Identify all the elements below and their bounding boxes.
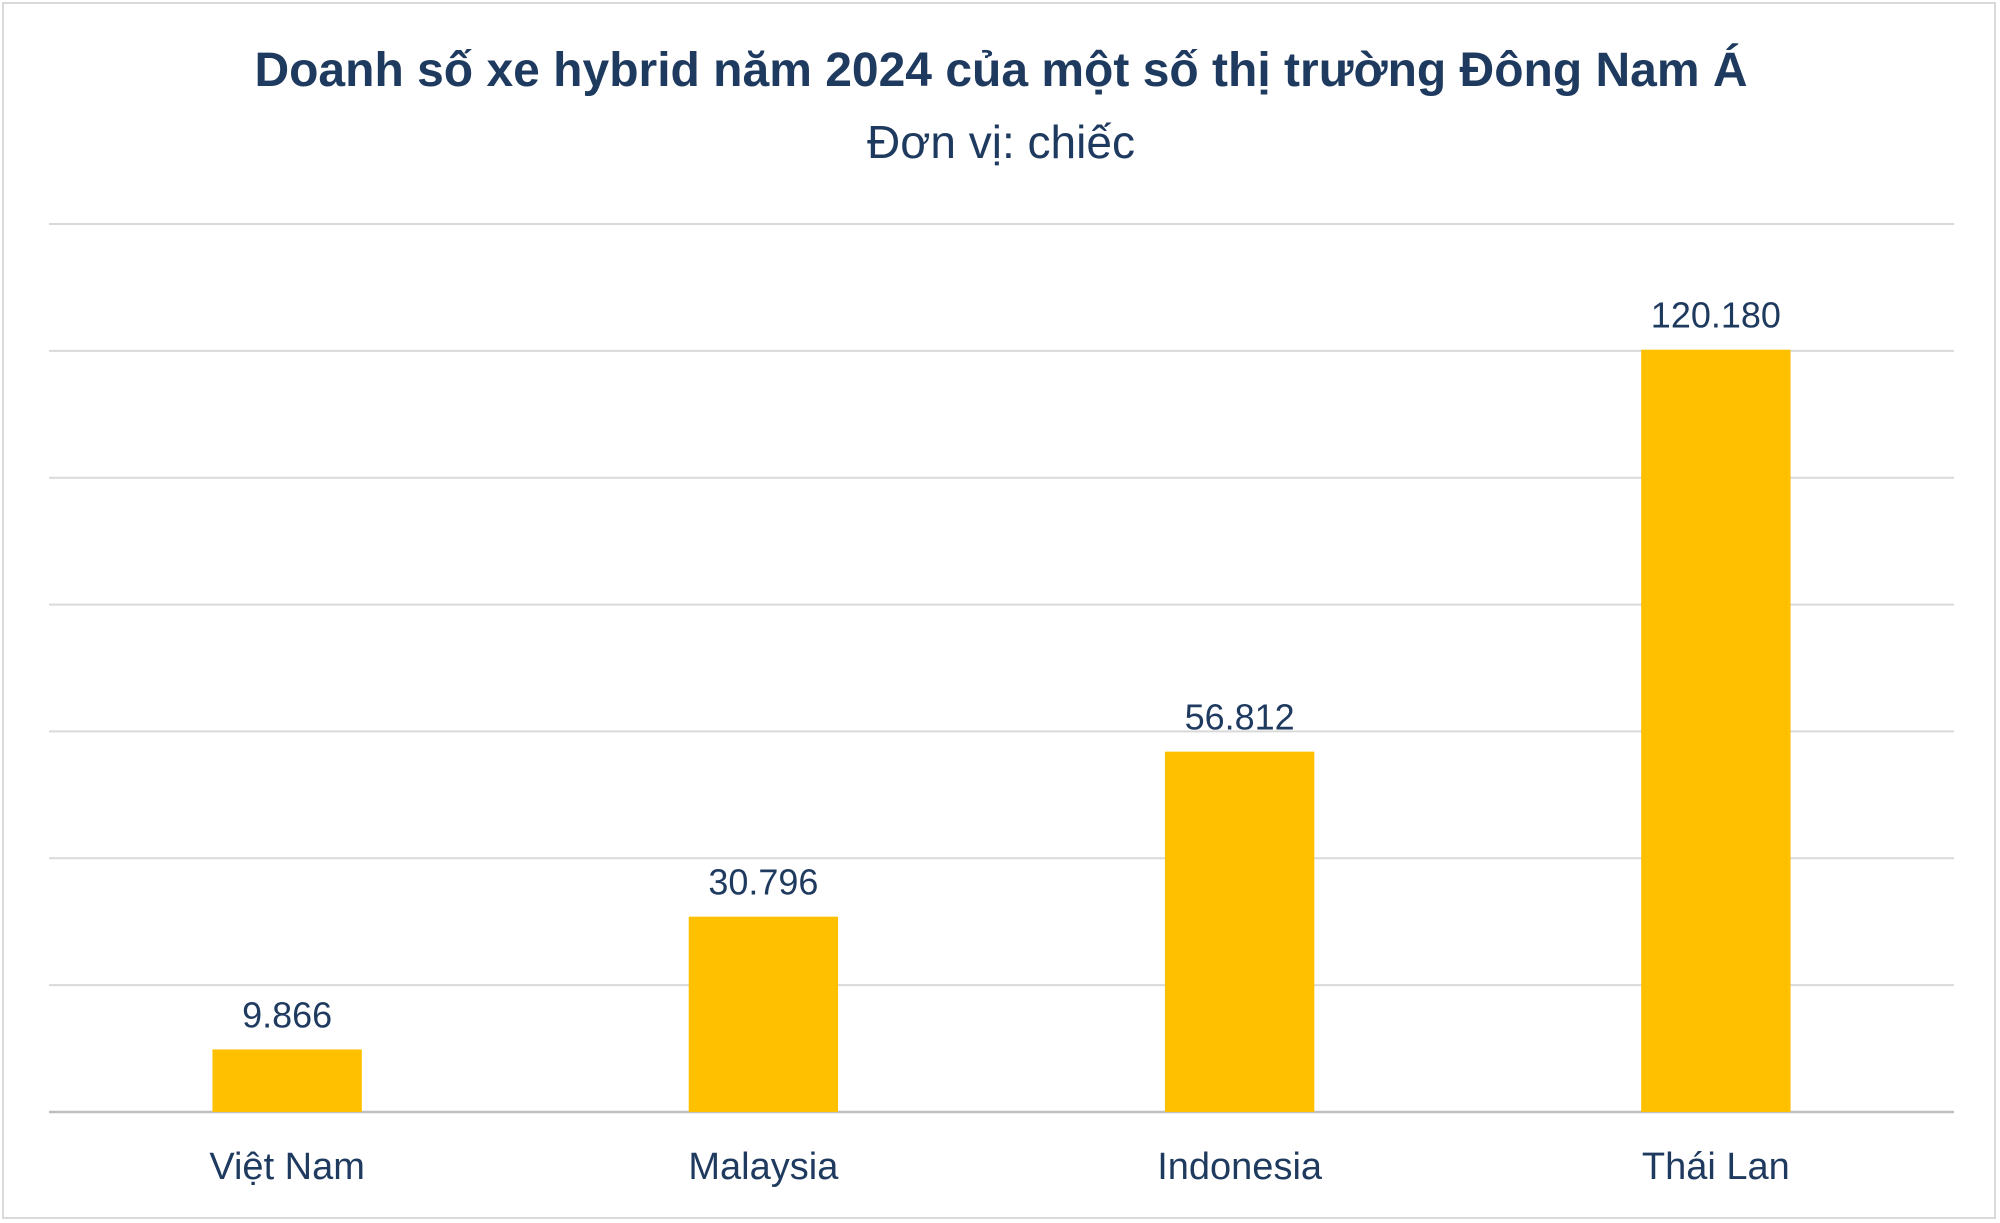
- bar: [688, 916, 839, 1112]
- data-labels: 9.866 30.796 56.812 120.180: [242, 295, 1781, 1036]
- chart-title: Doanh số xe hybrid năm 2024 của một số t…: [254, 43, 1747, 97]
- data-label: 30.796: [708, 862, 818, 903]
- bar: [1641, 349, 1791, 1112]
- x-tick-label: Việt Nam: [209, 1146, 365, 1188]
- bar-chart: Doanh số xe hybrid năm 2024 của một số t…: [49, 43, 1954, 1188]
- bars: [212, 349, 1791, 1112]
- data-label: 120.180: [1651, 295, 1781, 336]
- chart-subtitle: Đơn vị: chiếc: [867, 116, 1135, 168]
- bar: [212, 1049, 362, 1112]
- x-axis-tick-labels: Việt Nam Malaysia Indonesia Thái Lan: [209, 1146, 1789, 1188]
- data-label: 9.866: [242, 994, 332, 1035]
- x-tick-label: Indonesia: [1157, 1146, 1323, 1188]
- x-tick-label: Malaysia: [688, 1146, 839, 1188]
- gridlines: [49, 223, 1954, 1114]
- data-label: 56.812: [1185, 697, 1295, 738]
- x-tick-label: Thái Lan: [1642, 1146, 1790, 1188]
- bar: [1164, 751, 1315, 1112]
